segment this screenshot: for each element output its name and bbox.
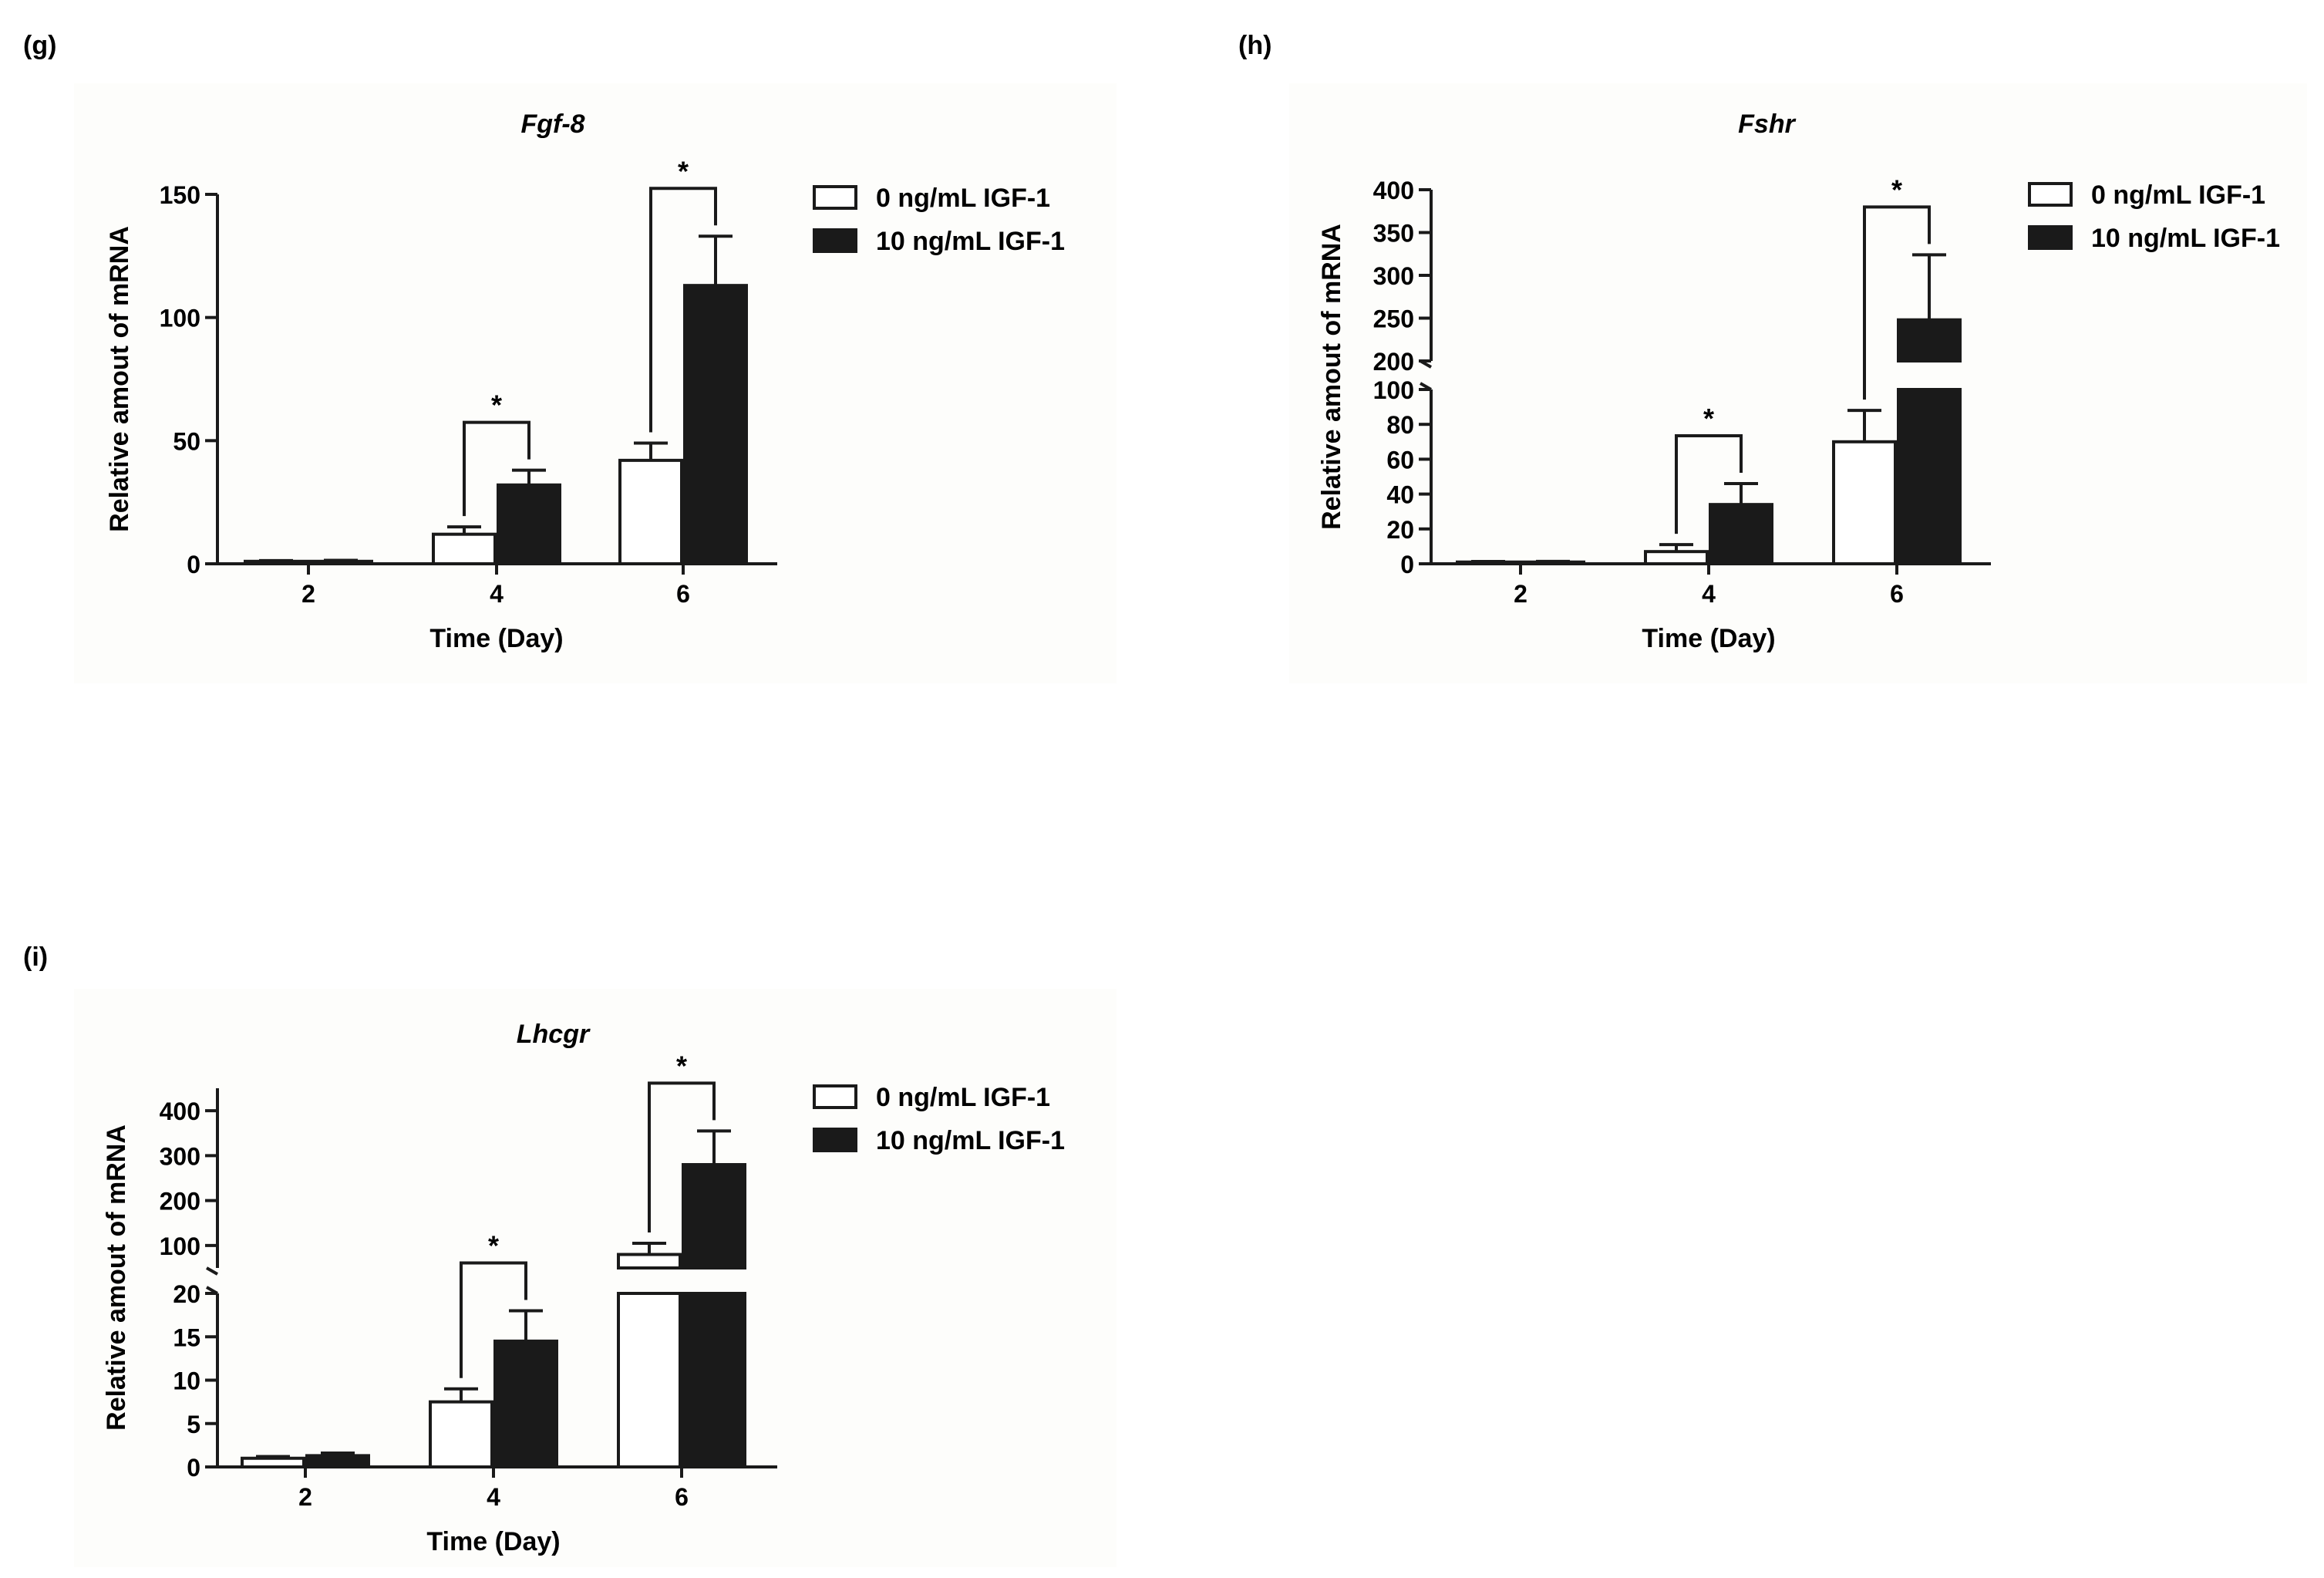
x-tick-label: 6 (1890, 580, 1904, 608)
panel-g-background (74, 83, 1117, 683)
significance-bracket (1863, 205, 1931, 400)
panel-label: (h) (1238, 31, 1271, 60)
x-tick-label: 4 (490, 580, 504, 608)
axis-break-mark (206, 1286, 218, 1295)
significance-label: * (1891, 174, 1902, 205)
y-tick-label: 20 (173, 1280, 200, 1308)
x-tick-label: 2 (298, 1483, 312, 1511)
y-tick-label: 200 (160, 1188, 200, 1216)
axis-break-mark (206, 1266, 218, 1276)
significance-label: * (491, 389, 502, 421)
chart-title: Lhcgr (517, 1020, 591, 1049)
bar (617, 1292, 682, 1468)
significance-bracket (463, 420, 530, 517)
bar (497, 483, 561, 566)
chart-title: Fgf-8 (520, 110, 584, 139)
legend-swatch (2028, 225, 2073, 250)
bar (493, 1339, 558, 1468)
bar (432, 532, 497, 565)
significance-label: * (676, 1050, 687, 1081)
y-axis-title: Relative amout of mRNA (102, 1124, 131, 1431)
y-tick-label: 100 (160, 1232, 200, 1260)
x-tick-label: 4 (487, 1483, 500, 1511)
legend-swatch (813, 185, 857, 210)
y-tick-label: 15 (173, 1323, 200, 1351)
y-tick-label: 100 (1373, 376, 1414, 404)
y-tick-label: 100 (160, 305, 200, 332)
y-tick-label: 400 (1373, 177, 1414, 204)
y-tick-label: 10 (173, 1367, 200, 1395)
chart-title: Fshr (1738, 110, 1796, 139)
legend-swatch (813, 1084, 857, 1109)
bar (429, 1400, 493, 1468)
y-tick-label: 60 (1386, 446, 1414, 474)
chart-0: (g) Fgf-8 0 50 100 150 2 4 6 Time (Day) Relative a… (23, 31, 1065, 653)
legend-label: 0 ng/mL IGF-1 (876, 184, 1050, 213)
significance-bracket (648, 1081, 716, 1232)
chart-2: (i) Lhcgr 0 5 10 15 20 100 200 300 400 2 4 6 Time (Day… (23, 942, 1065, 1556)
bar (1832, 440, 1897, 565)
panel-label: (i) (23, 942, 48, 972)
y-tick-label: 350 (1373, 220, 1414, 248)
panel-i-background (74, 989, 1117, 1567)
y-tick-label: 0 (187, 1454, 200, 1482)
significance-label: * (488, 1230, 499, 1262)
y-tick-label: 20 (1386, 516, 1414, 544)
x-tick-label: 2 (1514, 580, 1527, 608)
y-tick-label: 40 (1386, 481, 1414, 509)
legend-label: 10 ng/mL IGF-1 (876, 1126, 1065, 1155)
significance-bracket (460, 1261, 527, 1378)
legend-swatch (813, 1128, 857, 1152)
y-tick-label: 50 (173, 427, 200, 455)
legend-label: 0 ng/mL IGF-1 (2091, 180, 2265, 210)
bar (241, 1456, 305, 1468)
y-tick-label: 80 (1386, 411, 1414, 439)
significance-label: * (1703, 403, 1714, 434)
x-axis-title: Time (Day) (426, 1527, 560, 1556)
y-axis-title: Relative amout of mRNA (105, 226, 134, 532)
bar (1709, 503, 1773, 565)
axis-break-mark (1420, 382, 1432, 391)
significance-label: * (678, 155, 689, 187)
bar (618, 458, 683, 565)
legend-swatch (2028, 182, 2073, 207)
y-tick-label: 300 (160, 1142, 200, 1170)
y-tick-label: 0 (187, 551, 200, 578)
y-tick-label: 150 (160, 181, 200, 209)
y-tick-label: 250 (1373, 305, 1414, 333)
legend-label: 10 ng/mL IGF-1 (876, 227, 1065, 256)
x-axis-title: Time (Day) (429, 624, 563, 653)
legend-label: 0 ng/mL IGF-1 (876, 1083, 1050, 1112)
significance-bracket (1675, 434, 1743, 534)
legend-swatch (813, 228, 857, 253)
y-tick-label: 5 (187, 1411, 200, 1438)
bar (305, 1454, 370, 1468)
y-tick-label: 300 (1373, 262, 1414, 290)
bar (682, 1292, 746, 1468)
bar (682, 1163, 746, 1270)
y-axis-title: Relative amout of mRNA (1317, 224, 1346, 530)
x-tick-label: 2 (301, 580, 315, 608)
bar (1897, 388, 1962, 565)
x-tick-label: 6 (675, 1483, 689, 1511)
panel-h-background (1289, 83, 2307, 683)
x-tick-label: 6 (676, 580, 690, 608)
panel-label: (g) (23, 31, 56, 60)
x-tick-label: 4 (1702, 580, 1716, 608)
bar (1644, 550, 1709, 565)
x-axis-title: Time (Day) (1642, 624, 1775, 653)
y-tick-label: 400 (160, 1098, 200, 1125)
y-tick-label: 200 (1373, 348, 1414, 376)
legend-label: 10 ng/mL IGF-1 (2091, 224, 2280, 253)
bar (1897, 318, 1962, 362)
bar (617, 1253, 682, 1270)
significance-bracket (649, 187, 717, 433)
y-tick-label: 0 (1400, 551, 1414, 578)
axis-break-mark (1420, 359, 1432, 369)
bar (683, 284, 748, 565)
